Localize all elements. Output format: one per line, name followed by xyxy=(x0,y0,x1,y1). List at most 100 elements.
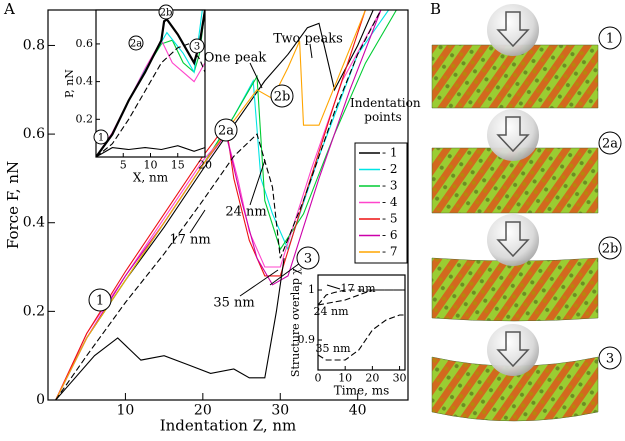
series-group xyxy=(96,10,205,157)
arrow xyxy=(496,221,530,258)
legend-label: - 7 xyxy=(382,245,398,259)
x-tick-label: 20 xyxy=(365,371,379,384)
annotation: 2b xyxy=(274,90,291,105)
y-axis-label: Structure overlap χ xyxy=(289,268,302,377)
data-line xyxy=(318,289,405,306)
annotation-circle xyxy=(128,35,144,51)
x-tick-label: 40 xyxy=(349,403,367,419)
annotation: 1 xyxy=(98,133,104,144)
data-line xyxy=(55,10,382,400)
y-tick-label: 0.2 xyxy=(76,112,94,125)
annotation-pointer xyxy=(269,262,301,286)
microtubule xyxy=(431,147,599,214)
annotation-pointer xyxy=(189,209,206,234)
point-label: 1 xyxy=(606,32,614,47)
microtubule xyxy=(431,257,599,322)
arrow xyxy=(496,11,530,48)
annotation: One peak xyxy=(204,51,267,66)
arrow xyxy=(496,116,530,153)
legend-label: - 5 xyxy=(382,212,398,226)
point-label: 2b xyxy=(602,242,619,257)
y-axis-label: Force F, nN xyxy=(4,161,22,249)
annotation: 3 xyxy=(304,252,312,267)
data-line xyxy=(318,289,405,306)
label-circle xyxy=(598,26,622,50)
data-line xyxy=(55,10,382,400)
y-tick-label: 0.8 xyxy=(23,37,45,53)
x-tick-label: 10 xyxy=(338,371,352,384)
label-circle xyxy=(598,131,622,155)
annotation: 35 nm xyxy=(213,296,254,311)
panel-b: 1 2a 2b 3 xyxy=(431,4,622,422)
annotation: 1 xyxy=(96,294,104,309)
label-circle xyxy=(598,346,622,370)
x-axis-label: X, nm xyxy=(133,170,169,184)
axes-frame xyxy=(317,274,406,371)
annotation: 35 nm xyxy=(315,342,351,355)
x-tick-label: 20 xyxy=(194,403,212,419)
annotation-circle xyxy=(189,38,205,54)
label-circle xyxy=(598,236,622,260)
x-tick-label: 10 xyxy=(117,403,135,419)
annotation-pointer xyxy=(249,62,263,89)
annotation: 2a xyxy=(130,39,142,50)
annotation-circle xyxy=(214,118,238,142)
data-line xyxy=(96,43,205,157)
probe-sphere xyxy=(487,4,539,56)
annotation-pointer xyxy=(239,269,279,297)
annotation: 24 nm xyxy=(225,205,266,220)
annotation-circle xyxy=(88,288,112,312)
annotation-pointer xyxy=(309,43,313,59)
y-axis-label: P, nN xyxy=(63,69,76,98)
chart: 5 10 15 20 0.2 0.4 0.6 X, nm P, nN 1 2a 2b 3 xyxy=(63,4,212,184)
point-label: 3 xyxy=(606,352,614,367)
annotation: 3 xyxy=(194,42,200,53)
annotation-circle xyxy=(296,246,320,270)
annotation-pointer xyxy=(249,159,266,206)
annotation-circle xyxy=(93,129,109,145)
axes-frame xyxy=(47,9,409,401)
data-line xyxy=(318,314,405,361)
microtubule xyxy=(431,356,599,422)
legend-label: - 3 xyxy=(382,179,398,193)
chart: 0 10 20 30 0.9 1 Time, ms Structure overlap χ 17… xyxy=(289,268,407,398)
x-tick-label: 5 xyxy=(120,158,127,171)
microtubule xyxy=(431,44,599,109)
annotation: 2b xyxy=(160,8,173,19)
x-axis-label: Indentation Z, nm xyxy=(160,417,297,435)
arrow xyxy=(496,331,530,368)
y-tick-label: 0.4 xyxy=(23,215,45,231)
annotation: 17 nm xyxy=(169,233,210,248)
y-tick-label: 0.6 xyxy=(76,37,94,50)
data-line xyxy=(55,10,366,400)
data-line xyxy=(96,10,205,157)
legend-label: - 4 xyxy=(382,195,398,209)
x-tick-label: 10 xyxy=(144,158,158,171)
annotation-circle xyxy=(158,4,174,20)
y-tick-label: 0.4 xyxy=(76,75,94,88)
series-group xyxy=(318,289,405,361)
panel-label: A xyxy=(3,0,15,18)
probe-sphere xyxy=(487,214,539,266)
probe-sphere xyxy=(487,324,539,376)
point-label: 2a xyxy=(602,137,618,152)
y-tick-label: 0.9 xyxy=(298,333,316,346)
annotation: Two peaks xyxy=(273,32,343,47)
panel-label: B xyxy=(430,0,441,18)
annotation: 2a xyxy=(218,124,234,139)
x-axis-label: Time, ms xyxy=(334,383,390,397)
y-tick-label: 0.6 xyxy=(23,126,45,142)
x-tick-label: 30 xyxy=(271,403,289,419)
x-tick-label: 20 xyxy=(198,158,212,171)
legend-title: Indentation points xyxy=(350,96,421,124)
x-tick-label: 0 xyxy=(315,371,322,384)
legend-label: - 6 xyxy=(382,228,398,242)
annotation: 17 nm xyxy=(340,282,376,295)
legend-label: - 1 xyxy=(382,146,398,160)
y-tick-label: 0.2 xyxy=(23,303,45,319)
probe-sphere xyxy=(487,109,539,161)
annotation-pointer xyxy=(326,284,341,290)
legend-label: - 2 xyxy=(382,162,398,176)
